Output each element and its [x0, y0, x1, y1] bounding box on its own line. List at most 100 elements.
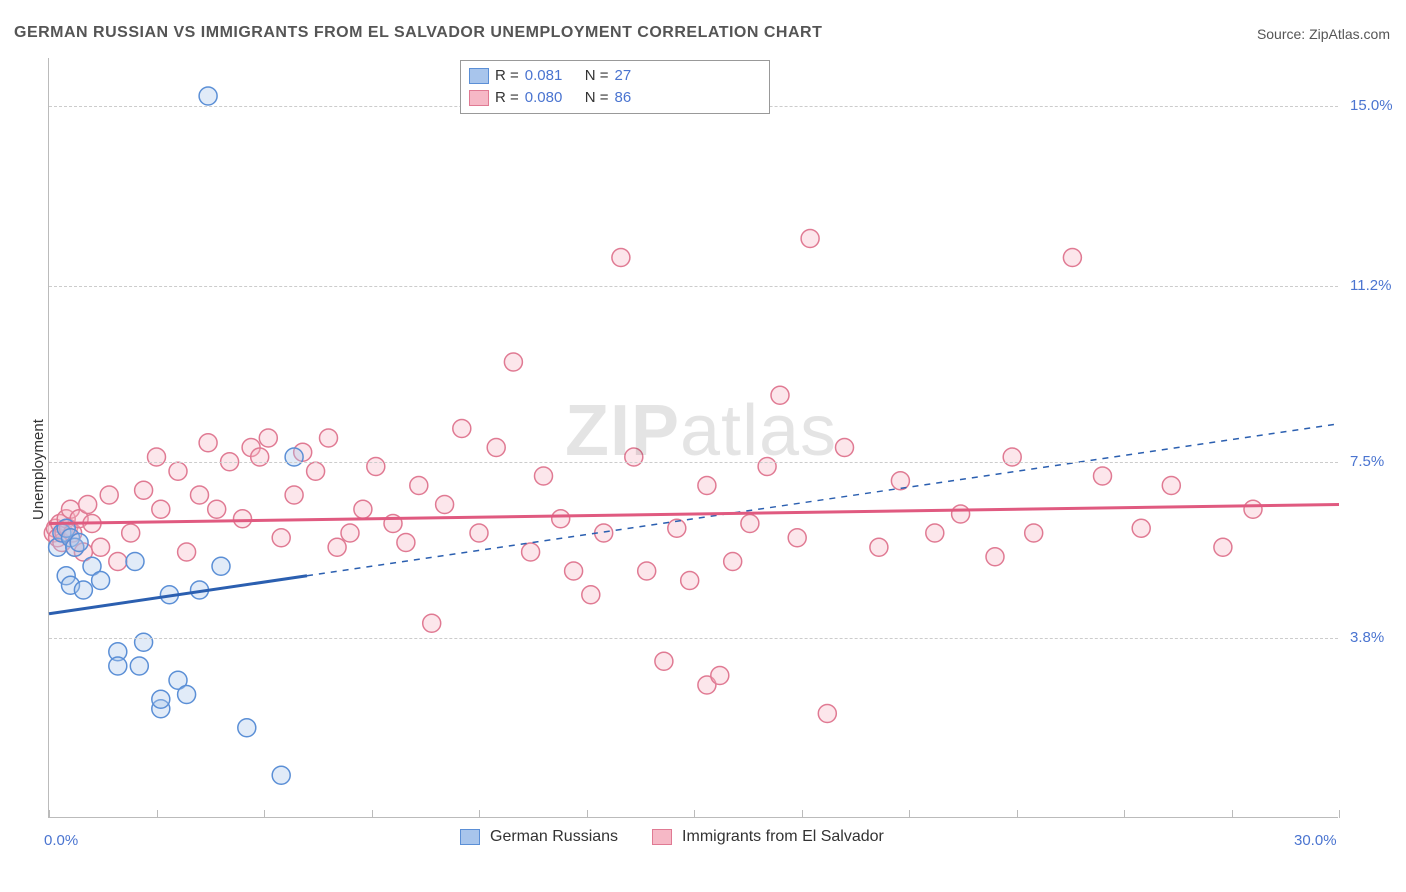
legend-n-label: N =	[585, 65, 609, 87]
data-point	[487, 439, 505, 457]
y-tick-label: 7.5%	[1350, 453, 1384, 470]
legend-top-row: R =0.081N =27	[469, 65, 761, 87]
data-point	[1094, 467, 1112, 485]
trend-line-blue-dashed	[307, 424, 1339, 576]
data-point	[191, 486, 209, 504]
data-point	[565, 562, 583, 580]
x-tick	[1232, 810, 1233, 818]
data-point	[582, 586, 600, 604]
legend-bottom-label: Immigrants from El Salvador	[682, 828, 884, 846]
data-point	[259, 429, 277, 447]
data-point	[423, 614, 441, 632]
data-point	[100, 486, 118, 504]
data-point	[836, 439, 854, 457]
data-point	[1063, 249, 1081, 267]
x-tick	[479, 810, 480, 818]
legend-top: R =0.081N =27R =0.080N =86	[460, 60, 770, 114]
data-point	[801, 230, 819, 248]
legend-swatch	[460, 829, 480, 845]
data-point	[92, 572, 110, 590]
data-point	[1025, 524, 1043, 542]
data-point	[178, 543, 196, 561]
legend-r-label: R =	[495, 87, 519, 109]
y-tick-label: 3.8%	[1350, 629, 1384, 646]
data-point	[681, 572, 699, 590]
data-point	[109, 553, 127, 571]
x-tick	[802, 810, 803, 818]
chart-title: GERMAN RUSSIAN VS IMMIGRANTS FROM EL SAL…	[14, 24, 822, 42]
data-point	[711, 667, 729, 685]
data-point	[612, 249, 630, 267]
source-label: Source: ZipAtlas.com	[1257, 26, 1390, 42]
data-point	[234, 510, 252, 528]
data-point	[436, 496, 454, 514]
data-point	[341, 524, 359, 542]
data-point	[135, 633, 153, 651]
data-point	[470, 524, 488, 542]
data-point	[92, 538, 110, 556]
data-point	[307, 462, 325, 480]
data-point	[818, 705, 836, 723]
gridline	[49, 462, 1338, 463]
data-point	[655, 652, 673, 670]
data-point	[135, 481, 153, 499]
x-tick	[909, 810, 910, 818]
data-point	[986, 548, 1004, 566]
data-point	[504, 353, 522, 371]
data-point	[178, 686, 196, 704]
data-point	[320, 429, 338, 447]
data-point	[130, 657, 148, 675]
data-point	[522, 543, 540, 561]
data-point	[453, 420, 471, 438]
legend-r-value: 0.080	[525, 87, 579, 109]
y-tick-label: 11.2%	[1350, 277, 1391, 294]
data-point	[212, 557, 230, 575]
legend-n-value: 27	[615, 65, 632, 87]
y-axis-label: Unemployment	[30, 419, 47, 520]
data-point	[771, 386, 789, 404]
data-point	[891, 472, 909, 490]
data-point	[126, 553, 144, 571]
x-tick	[372, 810, 373, 818]
data-point	[552, 510, 570, 528]
data-point	[1132, 519, 1150, 537]
data-point	[208, 500, 226, 518]
data-point	[199, 87, 217, 105]
data-point	[109, 657, 127, 675]
data-point	[1162, 477, 1180, 495]
data-point	[926, 524, 944, 542]
plot-area	[48, 58, 1338, 818]
data-point	[238, 719, 256, 737]
data-point	[272, 529, 290, 547]
legend-n-value: 86	[615, 87, 632, 109]
data-point	[758, 458, 776, 476]
data-point	[367, 458, 385, 476]
x-axis-min: 0.0%	[44, 832, 78, 849]
data-point	[625, 448, 643, 466]
data-point	[328, 538, 346, 556]
x-tick	[49, 810, 50, 818]
data-point	[251, 448, 269, 466]
legend-swatch	[469, 68, 489, 84]
data-point	[1214, 538, 1232, 556]
data-point	[148, 448, 166, 466]
data-point	[698, 477, 716, 495]
x-tick	[264, 810, 265, 818]
legend-top-row: R =0.080N =86	[469, 87, 761, 109]
x-tick	[1124, 810, 1125, 818]
data-point	[79, 496, 97, 514]
data-point	[122, 524, 140, 542]
data-point	[741, 515, 759, 533]
data-point	[152, 690, 170, 708]
y-tick-label: 15.0%	[1350, 97, 1393, 114]
chart-svg	[49, 58, 1339, 818]
legend-bottom: German RussiansImmigrants from El Salvad…	[460, 828, 908, 846]
data-point	[724, 553, 742, 571]
x-tick	[1017, 810, 1018, 818]
data-point	[285, 486, 303, 504]
x-tick	[694, 810, 695, 818]
data-point	[354, 500, 372, 518]
data-point	[70, 534, 88, 552]
data-point	[410, 477, 428, 495]
x-tick	[157, 810, 158, 818]
